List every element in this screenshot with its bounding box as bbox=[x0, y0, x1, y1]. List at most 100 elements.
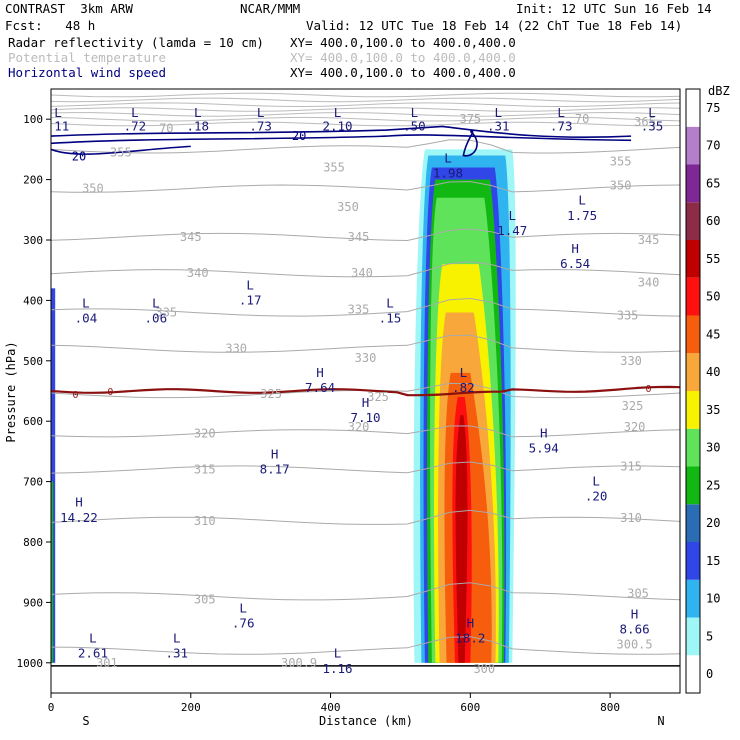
wind-label: 20 bbox=[292, 129, 306, 143]
colorbar-unit: dBZ bbox=[708, 84, 730, 98]
y-tick-label: 500 bbox=[23, 355, 43, 368]
theta-label: 320 bbox=[194, 426, 216, 440]
theta-contour bbox=[51, 461, 680, 474]
colorbar-label: 10 bbox=[706, 592, 720, 606]
colorbar-swatch-55 bbox=[686, 240, 700, 278]
extremum-label: L bbox=[648, 105, 656, 120]
extremum-label: L bbox=[89, 631, 97, 646]
field-reflectivity-xy: XY= 400.0,100.0 to 400.0,400.0 bbox=[290, 35, 516, 50]
colorbar-label: 20 bbox=[706, 516, 720, 530]
theta-label: 310 bbox=[194, 514, 216, 528]
extremum-label: L bbox=[246, 277, 254, 292]
extremum-label: .18 bbox=[186, 118, 209, 133]
theta-label: 350 bbox=[82, 182, 104, 196]
colorbar-swatch-45 bbox=[686, 315, 700, 354]
theta-contour bbox=[51, 334, 680, 353]
theta-label: 355 bbox=[323, 161, 345, 175]
extremum-label: L bbox=[334, 105, 342, 120]
theta-contour-upper bbox=[51, 121, 680, 127]
theta-label: 375 bbox=[459, 112, 481, 126]
theta-label: 305 bbox=[194, 592, 216, 606]
colorbar-swatch-60 bbox=[686, 202, 700, 240]
wind-contour bbox=[51, 125, 632, 138]
extremum-label: 5.94 bbox=[529, 440, 559, 455]
theta-contour-upper bbox=[51, 102, 680, 108]
wind-label: 20 bbox=[72, 150, 86, 164]
colorbar-legend: 0 5 10 15 20 25 30 35 40 45 50 55 60 65 70 75 bbox=[685, 88, 720, 694]
colorbar-label: 70 bbox=[706, 139, 720, 153]
reflectivity-band-55 bbox=[455, 415, 468, 663]
freezing-label: 0 bbox=[107, 387, 113, 398]
y-tick-label: 200 bbox=[23, 174, 43, 187]
colorbar-label: 55 bbox=[706, 252, 720, 266]
theta-label: 300.5 bbox=[617, 638, 653, 652]
extremum-label: .04 bbox=[75, 311, 98, 326]
theta-label: 325 bbox=[260, 387, 282, 401]
field-reflectivity: Radar reflectivity (lamda = 10 cm) bbox=[8, 35, 264, 50]
colorbar-swatch-40 bbox=[686, 353, 700, 391]
theta-label: 365 bbox=[634, 115, 656, 129]
reflectivity-edge-strip-green bbox=[51, 481, 54, 663]
extremum-label: .35 bbox=[641, 118, 664, 133]
wind-contour bbox=[51, 134, 632, 145]
theta-contour bbox=[51, 636, 680, 655]
y-axis-label: Pressure (hPa) bbox=[4, 341, 18, 442]
extremum-label: .31 bbox=[487, 118, 510, 133]
theta-label: 340 bbox=[351, 266, 373, 280]
extremum-label: .76 bbox=[232, 616, 255, 631]
extremum-label: .06 bbox=[145, 311, 168, 326]
extremum-label: L bbox=[257, 105, 265, 120]
model-name: CONTRAST 3km ARW bbox=[5, 1, 133, 16]
extremum-label: L bbox=[557, 105, 565, 120]
extremum-label: H bbox=[571, 241, 579, 256]
x-tick-label: 800 bbox=[600, 701, 620, 714]
freezing-label: 0 bbox=[646, 384, 652, 395]
extremum-label: 2.10 bbox=[322, 118, 352, 133]
colorbar-swatch-0 bbox=[686, 655, 700, 693]
extremum-label: 8.66 bbox=[620, 622, 650, 637]
y-tick-label: 900 bbox=[23, 596, 43, 609]
theta-contour bbox=[51, 425, 680, 438]
theta-label: 325 bbox=[622, 399, 644, 413]
theta-label: 330 bbox=[355, 351, 377, 365]
theta-label: 335 bbox=[155, 305, 177, 319]
extremum-label: H bbox=[75, 495, 83, 510]
theta-label: 300.9 bbox=[281, 656, 317, 670]
theta-contour bbox=[51, 509, 680, 525]
extremum-label: 6.54 bbox=[560, 256, 590, 271]
extremum-label: 1.98 bbox=[433, 166, 463, 181]
extremum-label: 1.47 bbox=[497, 223, 527, 238]
extremum-label: H bbox=[631, 606, 639, 621]
extremum-label: .73 bbox=[550, 118, 573, 133]
extremum-label: 7.64 bbox=[305, 380, 335, 395]
colorbar-swatch-10 bbox=[686, 579, 700, 618]
x-axis-left-end: S bbox=[82, 714, 89, 728]
y-tick-label: 300 bbox=[23, 234, 43, 247]
extremum-label: L bbox=[82, 295, 90, 310]
theta-contour bbox=[51, 582, 680, 601]
extremum-label: 18.2 bbox=[455, 631, 485, 646]
reflectivity-field bbox=[51, 149, 516, 663]
theta-contour-upper bbox=[51, 92, 680, 98]
extremum-label: L bbox=[194, 105, 202, 120]
init-time: Init: 12 UTC Sun 16 Feb 14 bbox=[516, 1, 712, 16]
colorbar-label: 45 bbox=[706, 327, 720, 341]
x-tick-label: 600 bbox=[460, 701, 480, 714]
extremum-label: 8.17 bbox=[260, 462, 290, 477]
potential-temperature-contours bbox=[51, 92, 680, 655]
theta-contour bbox=[51, 139, 680, 154]
field-wind: Horizontal wind speed bbox=[8, 65, 167, 80]
theta-label: 345 bbox=[180, 230, 202, 244]
extremum-label: L bbox=[334, 646, 342, 661]
theta-label: 70 bbox=[575, 112, 589, 126]
x-tick-label: 0 bbox=[48, 701, 55, 714]
theta-contour bbox=[51, 297, 680, 317]
extremum-label: L bbox=[411, 105, 419, 120]
theta-label: 350 bbox=[610, 179, 632, 193]
colorbar-swatch-35 bbox=[686, 391, 700, 429]
extremum-label: L bbox=[444, 150, 452, 165]
colorbar-swatch-25 bbox=[686, 466, 700, 505]
theta-contour bbox=[51, 261, 680, 278]
